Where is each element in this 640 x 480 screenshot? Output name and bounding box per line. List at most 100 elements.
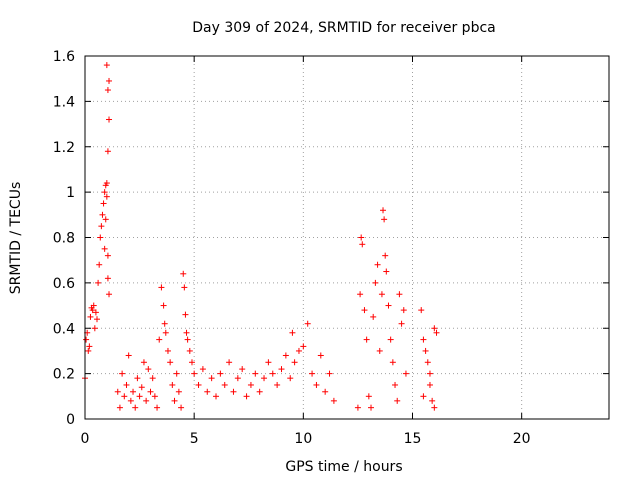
data-point — [420, 336, 427, 343]
data-point — [103, 193, 110, 200]
data-point — [116, 404, 123, 411]
data-point — [99, 211, 106, 218]
data-point — [104, 252, 111, 259]
data-point — [389, 359, 396, 366]
data-point — [426, 381, 433, 388]
data-point — [354, 404, 361, 411]
data-point — [265, 359, 272, 366]
data-point — [97, 234, 104, 241]
data-point — [102, 216, 109, 223]
data-point — [195, 381, 202, 388]
data-point — [208, 375, 215, 382]
data-point — [418, 307, 425, 314]
data-point — [370, 313, 377, 320]
data-point — [98, 223, 105, 230]
data-point — [381, 216, 388, 223]
data-point — [191, 370, 198, 377]
data-point — [132, 404, 139, 411]
data-point — [204, 388, 211, 395]
x-tick-label: 10 — [294, 431, 312, 447]
data-point — [92, 309, 99, 316]
data-point — [400, 307, 407, 314]
data-point — [180, 270, 187, 277]
data-point — [127, 397, 134, 404]
data-point — [398, 320, 405, 327]
data-point — [106, 291, 113, 298]
data-point — [94, 316, 101, 323]
data-point — [289, 329, 296, 336]
data-point — [357, 291, 364, 298]
data-point — [140, 359, 147, 366]
data-point — [101, 245, 108, 252]
data-point — [158, 284, 165, 291]
data-point — [199, 366, 206, 373]
x-axis-label: GPS time / hours — [285, 459, 402, 475]
data-point — [103, 180, 110, 187]
data-point — [145, 366, 152, 373]
axes: 0 5 10 15 20 0 0.2 0.4 0.6 0.8 1 1.2 1.4 1.6 — [53, 49, 609, 447]
data-point — [103, 62, 110, 69]
data-point — [431, 325, 438, 332]
data-point — [130, 388, 137, 395]
data-point — [261, 375, 268, 382]
data-point — [282, 352, 289, 359]
data-point — [183, 329, 190, 336]
data-point — [380, 207, 387, 214]
y-tick-label: 0.2 — [53, 367, 75, 383]
data-point — [171, 397, 178, 404]
data-point — [181, 284, 188, 291]
data-point — [182, 311, 189, 318]
data-point — [269, 370, 276, 377]
data-point — [368, 404, 375, 411]
data-point — [295, 347, 302, 354]
data-point — [104, 87, 111, 94]
data-point — [365, 393, 372, 400]
data-point — [322, 388, 329, 395]
data-point — [287, 375, 294, 382]
data-point — [392, 381, 399, 388]
data-point — [226, 359, 233, 366]
chart-title: Day 309 of 2024, SRMTID for receiver pbc… — [192, 20, 495, 36]
data-point — [136, 393, 143, 400]
data-point — [123, 381, 130, 388]
data-point — [363, 336, 370, 343]
data-point — [313, 381, 320, 388]
data-point — [433, 329, 440, 336]
data-point — [83, 336, 90, 343]
data-point — [162, 329, 169, 336]
data-point — [300, 343, 307, 350]
data-point — [361, 307, 368, 314]
data-point — [420, 393, 427, 400]
data-point — [138, 384, 145, 391]
data-point — [291, 359, 298, 366]
data-point — [359, 241, 366, 248]
data-point — [372, 279, 379, 286]
data-point — [90, 302, 97, 309]
data-point — [156, 336, 163, 343]
data-point — [147, 388, 154, 395]
data-point — [256, 388, 263, 395]
plot-frame — [84, 55, 610, 420]
grid — [84, 55, 609, 420]
y-tick-label: 1.6 — [53, 49, 75, 65]
data-point — [95, 279, 102, 286]
data-point — [330, 397, 337, 404]
data-point — [134, 375, 141, 382]
x-tick-label: 20 — [513, 431, 531, 447]
data-point — [164, 347, 171, 354]
y-tick-label: 1.2 — [53, 140, 75, 156]
data-point — [326, 370, 333, 377]
data-point — [87, 313, 94, 320]
data-point — [143, 397, 150, 404]
data-point — [85, 347, 92, 354]
data-point — [188, 359, 195, 366]
data-point — [114, 388, 121, 395]
data-point — [234, 375, 241, 382]
data-point — [151, 393, 158, 400]
data-point — [385, 302, 392, 309]
data-point — [154, 404, 161, 411]
data-point — [178, 404, 185, 411]
x-tick-label: 15 — [404, 431, 422, 447]
data-point — [394, 397, 401, 404]
